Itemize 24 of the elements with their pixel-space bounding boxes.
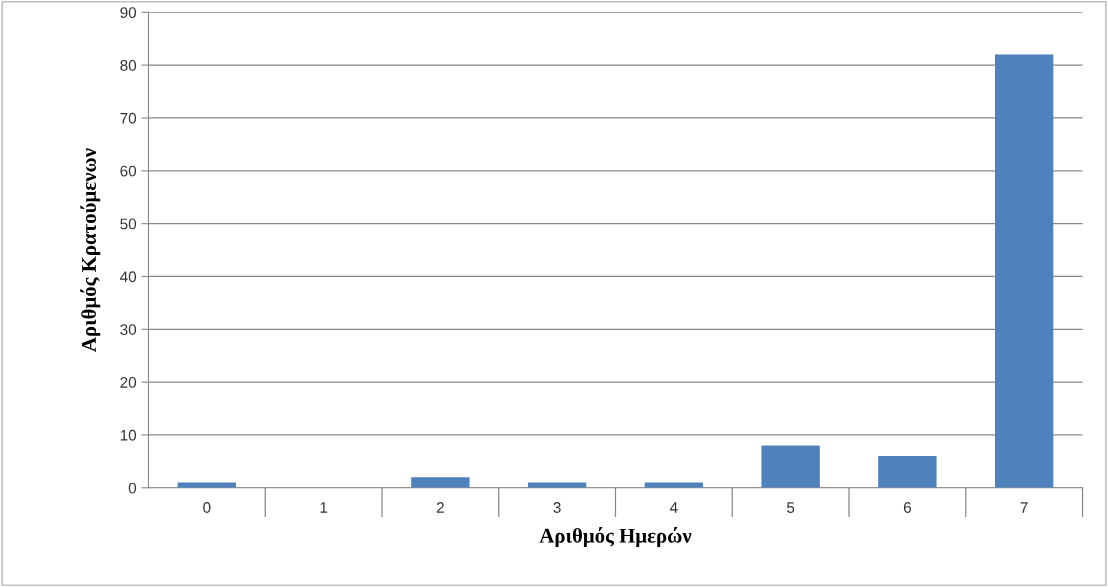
x-tick-label: 5: [786, 502, 795, 513]
x-tick-label: 2: [436, 502, 444, 513]
bar: [994, 54, 1054, 488]
y-tick-label: 80: [120, 60, 137, 71]
x-tick-label: 3: [553, 502, 561, 513]
y-tick-label: 20: [120, 377, 137, 388]
x-tick-label: 4: [669, 502, 678, 513]
y-tick-label: 50: [120, 218, 137, 230]
y-tick-label: 30: [120, 324, 137, 335]
x-tick-label: 1: [320, 502, 328, 513]
y-axis-title: Αριθμός Κρατούμενων: [80, 148, 101, 352]
x-tick-label: 0: [203, 502, 211, 513]
x-axis-title: Αριθμός Ημερών: [539, 527, 692, 547]
y-tick-label: 40: [120, 271, 137, 283]
x-tick-label: 6: [903, 502, 911, 513]
bar: [761, 445, 820, 488]
y-tick-label: 70: [120, 112, 137, 124]
y-tick-label: 90: [120, 7, 137, 19]
y-tick-label: 10: [120, 429, 137, 441]
bar: [878, 456, 937, 488]
y-tick-label: 0: [128, 482, 137, 494]
y-tick-label: 60: [120, 165, 137, 177]
x-tick-label: 7: [1020, 502, 1028, 513]
bar: [411, 477, 470, 488]
